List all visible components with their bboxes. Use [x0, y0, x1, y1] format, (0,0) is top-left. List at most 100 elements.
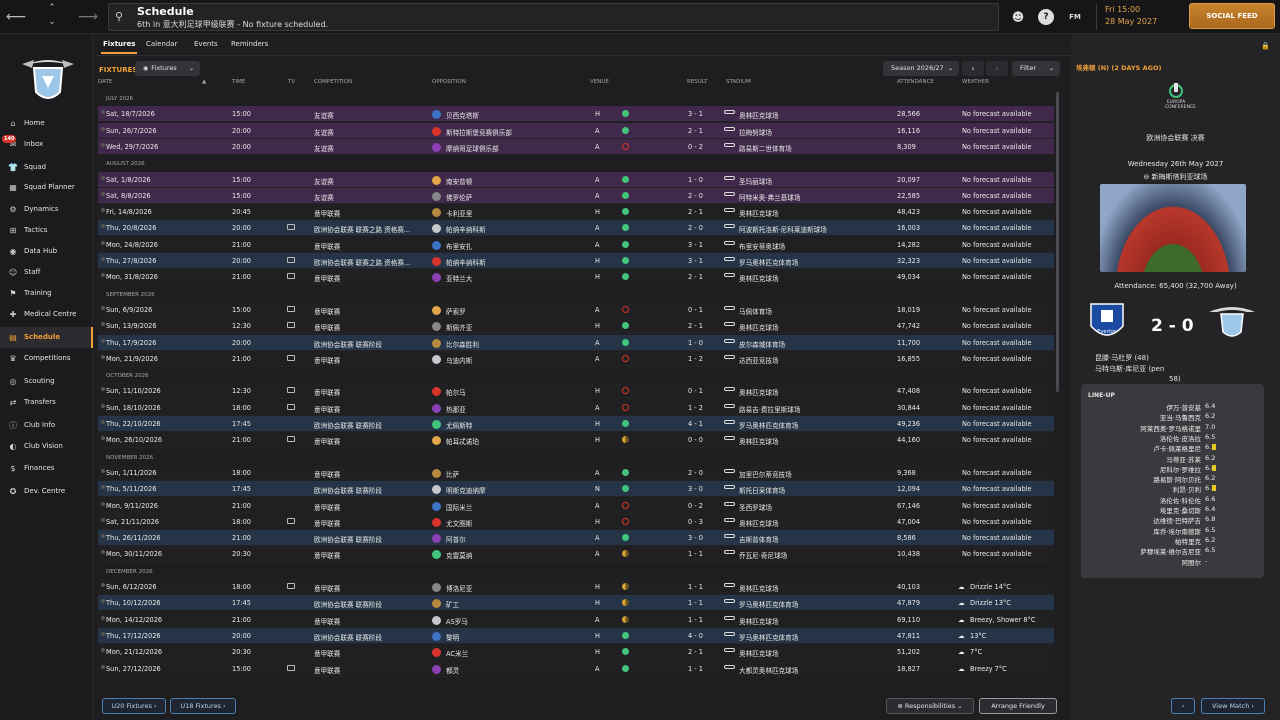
- fixture-opposition[interactable]: 矿工: [446, 601, 460, 610]
- fixture-score[interactable]: 2 - 1: [688, 648, 703, 657]
- fixture-score[interactable]: 0 - 1: [688, 387, 703, 396]
- fixture-competition[interactable]: 欧洲协会联赛 联赛阶段: [314, 601, 383, 610]
- next-match-arrow-button[interactable]: ›: [1171, 698, 1195, 714]
- fixture-row[interactable]: Mon, 24/8/2026 21:00 意甲联赛 布里安扎 A 3 - 1 布里安蒂奥球场…: [98, 236, 1054, 253]
- sidebar-item-home[interactable]: ⌂ Home: [0, 113, 93, 134]
- fixture-score[interactable]: 1 - 1: [688, 583, 703, 591]
- fixture-opposition[interactable]: 尤文图斯: [446, 519, 473, 528]
- lineup-player-name[interactable]: 萨穆埃莱·维尔吉尼亚: [1140, 548, 1201, 557]
- fixture-score[interactable]: 0 - 1: [688, 305, 703, 314]
- lineup-player-name[interactable]: 埃里克·桑切斯: [1159, 507, 1201, 515]
- fixture-opposition[interactable]: 萨索罗: [446, 307, 466, 316]
- sidebar-item-dev-centre[interactable]: ✪ Dev. Centre: [0, 481, 93, 502]
- col-opposition[interactable]: OPPOSITION: [432, 79, 466, 85]
- fm-menu-button[interactable]: FM: [1069, 13, 1081, 21]
- sidebar-item-transfers[interactable]: ⇄ Transfers: [0, 392, 93, 413]
- fixture-opposition[interactable]: 南安普顿: [446, 177, 473, 186]
- fixture-row[interactable]: Sun, 11/10/2026 12:30 意甲联赛 帕尔马 H 0 - 1 奥林匹克球场 4…: [98, 383, 1054, 400]
- fixture-row[interactable]: Mon, 31/8/2026 21:00 意甲联赛 亚特兰大 H 2 - 1 奥林匹克球场 4…: [98, 269, 1054, 286]
- fixture-opposition[interactable]: 斯特拉斯堡竞赛俱乐部: [446, 128, 512, 137]
- fixture-score[interactable]: 3 - 0: [688, 485, 703, 494]
- fixture-row[interactable]: Sun, 26/7/2026 20:00 友谊赛 斯特拉斯堡竞赛俱乐部 A 2 - 1 拉梅…: [98, 122, 1054, 139]
- sidebar-item-squad-planner[interactable]: ▦ Squad Planner: [0, 177, 93, 198]
- fixture-row[interactable]: Sun, 27/12/2026 15:00 意甲联赛 都灵 A 1 - 1 大都灵奥林匹克球…: [98, 660, 1054, 677]
- fixture-opposition[interactable]: 明斯克迪纳摩: [446, 487, 486, 496]
- fixture-competition[interactable]: 意甲联赛: [314, 405, 341, 414]
- lineup-player-name[interactable]: 洛伦佐·皮洛拉: [1159, 434, 1201, 443]
- search-box[interactable]: ⚲ Schedule 6th in 意大利足球甲级联赛 - No fixture…: [108, 3, 999, 31]
- fixture-row[interactable]: Thu, 22/10/2026 17:45 欧洲协会联赛 联赛阶段 尤佩斯特 H 4 - …: [98, 416, 1054, 432]
- fixture-row[interactable]: Sun, 18/10/2026 18:00 意甲联赛 热那亚 A 1 - 2 路易吉·费拉里…: [98, 399, 1054, 416]
- fixture-score[interactable]: 1 - 1: [688, 550, 703, 559]
- col-stadium[interactable]: STADIUM: [726, 79, 751, 85]
- fixture-competition[interactable]: 意甲联赛: [314, 307, 341, 316]
- fixture-competition[interactable]: 意甲联赛: [314, 503, 341, 512]
- fixture-opposition[interactable]: 热那亚: [446, 405, 466, 414]
- fixture-score[interactable]: 2 - 0: [688, 224, 703, 233]
- fixture-competition[interactable]: 友谊赛: [314, 144, 334, 153]
- fixture-row[interactable]: Thu, 27/8/2026 20:00 欧洲协会联赛 联赛之路 资格赛... 帕纳辛…: [98, 253, 1054, 269]
- tab-fixtures[interactable]: Fixtures: [100, 40, 138, 54]
- tab-events[interactable]: Events: [194, 40, 218, 48]
- fixtures-view-dropdown[interactable]: ◉ Fixtures ⌄: [135, 61, 200, 76]
- fixture-competition[interactable]: 欧洲协会联赛 联赛之路 资格赛...: [314, 259, 411, 267]
- fixture-row[interactable]: Mon, 14/12/2026 21:00 意甲联赛 AS罗马 A 1 - 1 奥林匹克球场…: [98, 611, 1054, 628]
- fixture-competition[interactable]: 欧洲协会联赛 联赛阶段: [314, 340, 383, 349]
- fixture-opposition[interactable]: 摩纳哥足球俱乐部: [446, 144, 499, 153]
- lineup-player-name[interactable]: 帕特里克: [1175, 537, 1201, 546]
- col-competition[interactable]: COMPETITION: [314, 79, 353, 85]
- fixture-score[interactable]: 1 - 0: [688, 175, 703, 184]
- sidebar-item-scouting[interactable]: ◎ Scouting: [0, 371, 93, 392]
- fixture-row[interactable]: Thu, 10/12/2026 17:45 欧洲协会联赛 联赛阶段 矿工 H 1 - 1 罗…: [98, 595, 1054, 612]
- fixture-score[interactable]: 2 - 1: [688, 273, 703, 282]
- arrange-friendly-button[interactable]: Arrange Friendly: [979, 698, 1057, 714]
- tab-reminders[interactable]: Reminders: [231, 40, 269, 48]
- fixture-competition[interactable]: 欧洲协会联赛 联赛阶段: [314, 422, 383, 430]
- sidebar-item-squad[interactable]: 👕 Squad: [0, 157, 93, 178]
- lineup-player-name[interactable]: 阿图尔: [1181, 558, 1202, 567]
- col-weather[interactable]: WEATHER: [962, 79, 990, 85]
- fixture-score[interactable]: 1 - 1: [688, 615, 703, 624]
- col-tv[interactable]: TV: [288, 79, 296, 85]
- lock-icon[interactable]: 🔒: [1261, 42, 1270, 50]
- fixture-row[interactable]: Thu, 20/8/2026 20:00 欧洲协会联赛 联赛之路 资格赛... 帕纳辛…: [98, 220, 1054, 237]
- lineup-player-name[interactable]: 卢卡·佩莱格里尼: [1153, 445, 1201, 454]
- fixture-score[interactable]: 3 - 1: [688, 110, 703, 119]
- sidebar-item-medical-centre[interactable]: ✚ Medical Centre: [0, 304, 93, 325]
- fixture-competition[interactable]: 意甲联赛: [314, 552, 341, 561]
- next-season-button[interactable]: ›: [986, 61, 1008, 76]
- fixture-competition[interactable]: 友谊赛: [314, 128, 334, 137]
- fixture-competition[interactable]: 友谊赛: [314, 193, 334, 202]
- fixture-opposition[interactable]: 卡利亚里: [446, 210, 473, 219]
- fixture-competition[interactable]: 意甲联赛: [314, 356, 341, 365]
- col-time[interactable]: TIME: [232, 79, 246, 85]
- u20-fixtures-button[interactable]: U20 Fixtures ›: [102, 698, 166, 714]
- prev-season-button[interactable]: ‹: [962, 61, 984, 76]
- fixture-row[interactable]: Mon, 9/11/2026 21:00 意甲联赛 国际米兰 A 0 - 2 圣西罗球场 67…: [98, 497, 1054, 514]
- season-dropdown[interactable]: Season 2026/27 ⌄: [883, 61, 959, 76]
- fixture-row[interactable]: Mon, 21/12/2026 20:30 意甲联赛 AC米兰 H 2 - 1 奥林匹克球场…: [98, 644, 1054, 661]
- forward-arrow-icon[interactable]: ⟶: [78, 9, 99, 25]
- fixture-opposition[interactable]: 阿普尔: [446, 536, 466, 545]
- fixture-row[interactable]: Sun, 6/12/2026 18:00 意甲联赛 博洛尼亚 H 1 - 1 奥林匹克球场 4…: [98, 579, 1054, 595]
- col-attendance[interactable]: ATTENDANCE: [897, 79, 934, 85]
- fixture-score[interactable]: 0 - 3: [688, 517, 703, 526]
- fixture-opposition[interactable]: 克雷莫纳: [446, 552, 473, 561]
- sidebar-item-data-hub[interactable]: ◉ Data Hub: [0, 241, 93, 262]
- fixture-opposition[interactable]: 帕尔马: [446, 389, 466, 398]
- fixture-row[interactable]: Sun, 6/9/2026 15:00 意甲联赛 萨索罗 A 0 - 1 马佩体育场 18,0…: [98, 301, 1054, 318]
- fixture-competition[interactable]: 意甲联赛: [314, 617, 341, 626]
- fixture-opposition[interactable]: 比萨: [446, 470, 460, 479]
- lineup-player-name[interactable]: 利昂·贝利: [1172, 486, 1201, 495]
- fixture-competition[interactable]: 欧洲协会联赛 联赛阶段: [314, 536, 383, 545]
- fixture-row[interactable]: Sun, 1/11/2026 18:00 意甲联赛 比萨 A 2 - 0 加里巴尔蒂竞技场 9…: [98, 464, 1054, 481]
- fixture-score[interactable]: 2 - 1: [688, 322, 703, 331]
- fixture-opposition[interactable]: 布里安扎: [446, 242, 473, 251]
- fixture-competition[interactable]: 欧洲协会联赛 联赛阶段: [314, 633, 383, 642]
- fixture-score[interactable]: 1 - 2: [688, 403, 703, 412]
- lineup-player-name[interactable]: 阿莱西奥·罗马格诺里: [1140, 424, 1201, 433]
- fixture-row[interactable]: Sat, 21/11/2026 18:00 意甲联赛 尤文图斯 H 0 - 3 奥林匹克球场…: [98, 513, 1054, 530]
- u18-fixtures-button[interactable]: U18 Fixtures ›: [170, 698, 236, 714]
- fixture-row[interactable]: Sat, 18/7/2026 15:00 友谊赛 贝西克塔斯 H 3 - 1 奥林匹克球场 2…: [98, 106, 1054, 123]
- fixture-row[interactable]: Sat, 1/8/2026 15:00 友谊赛 南安普顿 A 1 - 0 圣玛丽球场 20,0…: [98, 171, 1054, 188]
